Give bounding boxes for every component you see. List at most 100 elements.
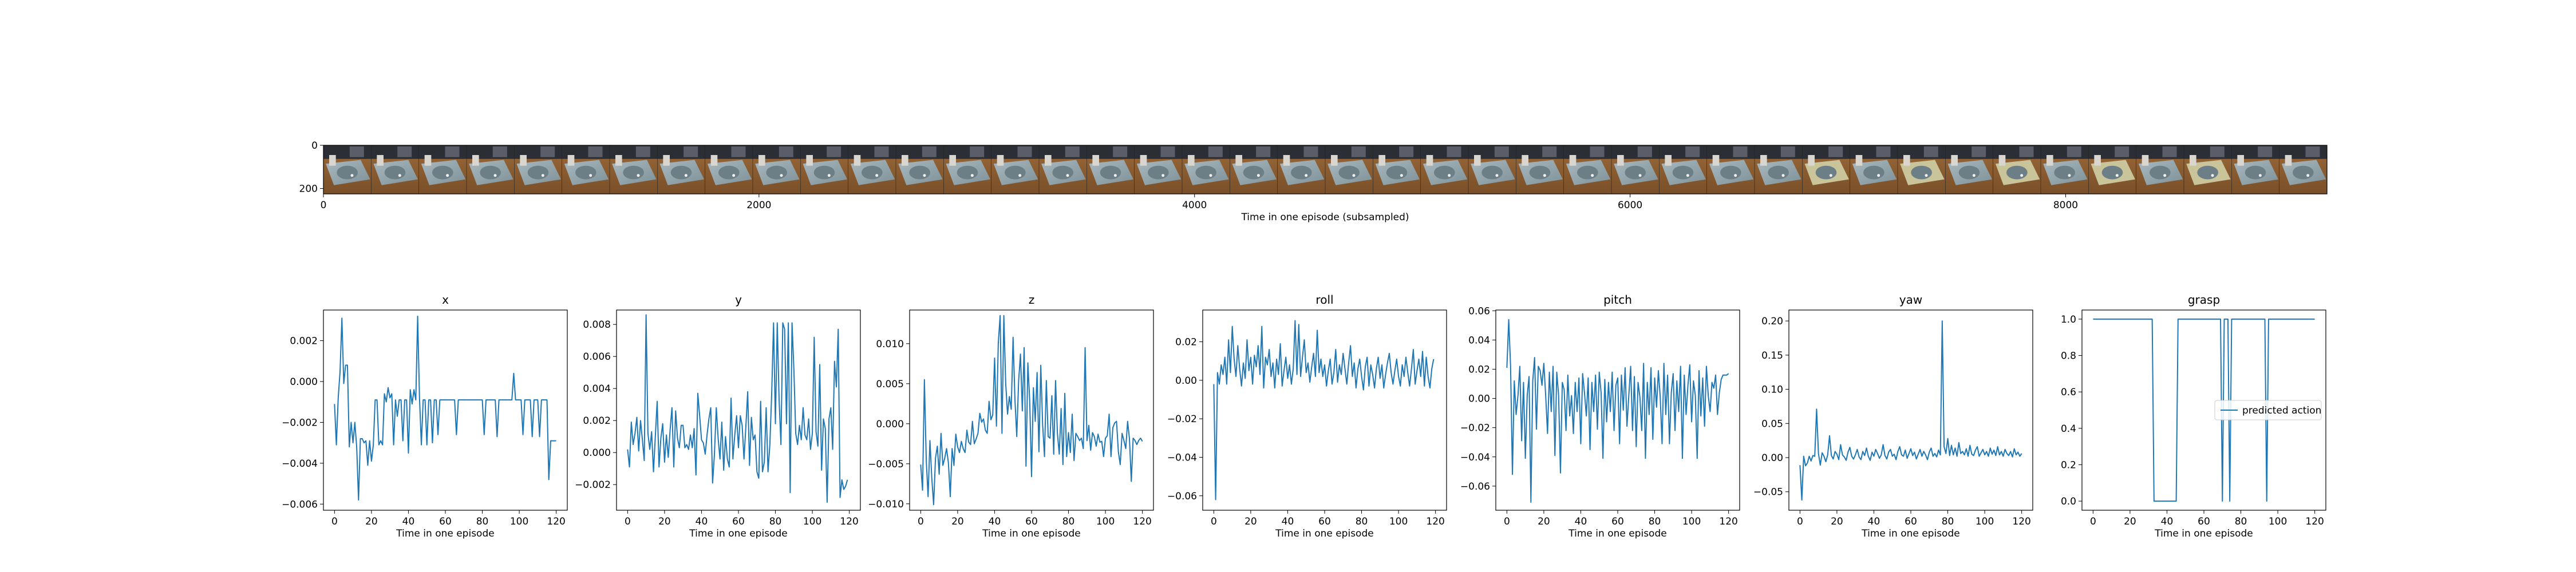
panel-pitch: pitch Time in one episode (1568, 293, 1666, 539)
panel-xlabel-yaw: Time in one episode (1861, 528, 1959, 539)
y-tick-label: 0.4 (2061, 423, 2076, 435)
episode-frame (2136, 145, 2184, 194)
panel-xlabel-z: Time in one episode (982, 528, 1080, 539)
y-tick-label: 0.002 (583, 415, 611, 427)
y-tick-label: 0.005 (876, 379, 904, 390)
x-tick-label: 120 (2305, 516, 2324, 527)
episode-frame (1038, 145, 1087, 194)
x-tick-label: 20 (1538, 516, 1550, 527)
episode-frame (1134, 145, 1182, 194)
x-tick-label: 0 (1211, 516, 1217, 527)
y-tick-label: 0.006 (583, 351, 611, 363)
panel-xlabel-roll: Time in one episode (1275, 528, 1373, 539)
x-tick-label: 60 (732, 516, 745, 527)
x-tick-label: 100 (803, 516, 821, 527)
episode-frame (2040, 145, 2089, 194)
y-tick-label: −0.006 (282, 499, 318, 510)
y-tick-label: 0.6 (2061, 387, 2076, 398)
legend: predicted action (2214, 400, 2322, 420)
episode-frame (943, 145, 991, 194)
x-tick-label: 0 (1504, 516, 1510, 527)
x-tick-label: 20 (2124, 516, 2136, 527)
panel-z: z Time in one episode (982, 293, 1080, 539)
axes-frame (1788, 309, 2033, 511)
y-tick-label: −0.004 (282, 458, 318, 470)
episode-frame (1850, 145, 1898, 194)
episode-frame (1945, 145, 1993, 194)
x-tick-label: 20 (1244, 516, 1257, 527)
y-tick-label: −0.04 (1460, 452, 1490, 463)
episode-frame (1802, 145, 1850, 194)
episode-frame (466, 145, 515, 194)
x-tick-label: 40 (1575, 516, 1587, 527)
x-tick-label: 80 (1649, 516, 1661, 527)
series-line (334, 315, 556, 501)
y-tick-label: 0.02 (1175, 337, 1197, 348)
x-tick-label: 60 (2198, 516, 2210, 527)
episode-frame (895, 145, 944, 194)
y-tick-label: −0.002 (575, 479, 611, 491)
episode-frame (323, 145, 372, 194)
episode-frame (2088, 145, 2136, 194)
panel-xlabel-y: Time in one episode (689, 528, 787, 539)
plot-x: 0 20 40 60 80 100 120 0.002 0.000 −0.002 −0.004 −0.… (282, 309, 568, 527)
y-tick-label: 0.004 (583, 383, 611, 395)
x-tick-label: 0 (1797, 516, 1803, 527)
x-tick-label: 4000 (1182, 200, 1207, 211)
series-line (2093, 318, 2315, 502)
episode-frame (1993, 145, 2041, 194)
panel-grasp: grasp Time in one episode (2154, 293, 2253, 539)
y-tick-label: 200 (299, 184, 318, 195)
y-tick-label: 0.10 (1761, 384, 1783, 396)
y-tick-label: 0 (311, 140, 318, 152)
series-line (920, 315, 1143, 506)
y-tick-label: −0.010 (868, 499, 904, 510)
panel-title-y: y (735, 293, 742, 307)
episode-frame (1420, 145, 1468, 194)
y-tick-label: 0.15 (1761, 350, 1783, 362)
axes-frame (909, 309, 1154, 511)
x-tick-label: 120 (2012, 516, 2030, 527)
episode-frame (1754, 145, 1803, 194)
x-tick-label: 60 (1025, 516, 1038, 527)
panel-yaw: yaw Time in one episode (1861, 293, 1959, 539)
plot-grasp: 0 20 40 60 80 100 120 1.0 0.8 0.6 0.4 0.2 0.0 predict… (2061, 309, 2326, 527)
image-strip-frame (323, 145, 2328, 194)
x-tick-label: 6000 (1618, 200, 1642, 211)
panel-title-roll: roll (1315, 293, 1333, 307)
x-tick-label: 60 (1905, 516, 1917, 527)
y-tick-label: 0.05 (1761, 418, 1783, 430)
y-tick-label: 1.0 (2061, 314, 2076, 325)
series-line (1213, 320, 1435, 500)
x-tick-label: 100 (1096, 516, 1115, 527)
panel-xlabel-pitch: Time in one episode (1568, 528, 1666, 539)
y-tick-label: 0.20 (1761, 316, 1783, 327)
x-tick-label: 100 (1976, 516, 1994, 527)
x-tick-label: 60 (439, 516, 452, 527)
y-tick-label: −0.06 (1460, 481, 1490, 492)
panel-title-x: x (442, 293, 449, 307)
episode-frame (1563, 145, 1611, 194)
y-tick-label: 0.02 (1468, 364, 1490, 375)
y-tick-label: 0.06 (1468, 305, 1490, 317)
episode-frame (371, 145, 419, 194)
x-tick-label: 40 (1282, 516, 1294, 527)
y-tick-label: −0.06 (1167, 491, 1197, 502)
x-tick-label: 100 (510, 516, 528, 527)
panel-roll: roll Time in one episode (1275, 293, 1373, 539)
y-tick-label: 0.04 (1468, 335, 1490, 346)
y-tick-label: 0.000 (876, 419, 904, 430)
x-tick-label: 120 (1133, 516, 1151, 527)
legend-box (2214, 400, 2322, 420)
x-tick-label: 0 (625, 516, 631, 527)
y-tick-label: −0.04 (1167, 452, 1197, 463)
episode-frame (705, 145, 753, 194)
x-tick-label: 0 (331, 516, 338, 527)
x-tick-label: 40 (989, 516, 1001, 527)
episode-frames (323, 145, 2327, 194)
x-tick-label: 120 (547, 516, 565, 527)
x-tick-label: 40 (402, 516, 415, 527)
y-tick-label: 0.8 (2061, 351, 2076, 362)
